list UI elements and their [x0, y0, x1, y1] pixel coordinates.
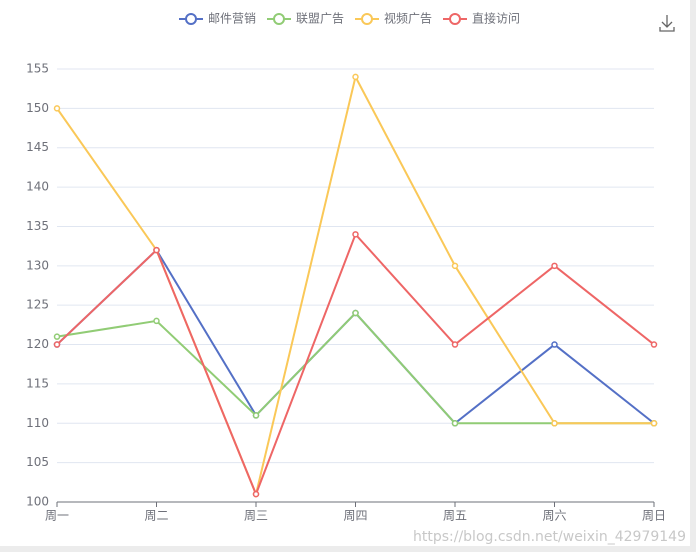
y-tick-label: 125 [26, 298, 49, 312]
y-tick-label: 130 [26, 258, 49, 272]
legend-label: 邮件营销 [208, 12, 256, 26]
edge [690, 0, 696, 552]
y-tick-label: 145 [26, 140, 49, 154]
y-tick-label: 150 [26, 101, 49, 115]
edge [0, 546, 696, 552]
point [650, 420, 658, 427]
watermark: https://blog.csdn.net/weixin_42979149 [413, 529, 686, 545]
point [352, 73, 359, 81]
point [53, 333, 61, 340]
point [53, 105, 61, 112]
legend-marker [361, 13, 373, 25]
point [252, 490, 260, 498]
point [551, 420, 558, 427]
y-tick-label: 110 [26, 416, 49, 430]
point [352, 309, 359, 317]
point [551, 341, 558, 348]
legend-label: 联盟广告 [296, 12, 344, 26]
y-tick-label: 135 [26, 219, 49, 233]
y-tick-label: 140 [26, 180, 49, 194]
y-tick-label: 100 [26, 495, 49, 509]
point [451, 420, 459, 427]
y-tick-label: 105 [26, 455, 49, 469]
legend-marker [273, 13, 285, 25]
x-tick-label: 周四 [343, 509, 367, 523]
point [451, 341, 459, 348]
point [153, 317, 160, 325]
y-tick-label: 120 [26, 337, 49, 351]
point [451, 262, 459, 270]
legend-label: 视频广告 [384, 11, 432, 26]
x-tick-label: 周三 [244, 509, 268, 523]
x-tick-label: 周六 [542, 509, 566, 523]
download-icon[interactable] [659, 15, 675, 32]
legend-label: 直接访问 [472, 11, 520, 26]
x-tick-label: 周五 [443, 509, 467, 523]
x-tick-label: 周二 [144, 509, 168, 523]
point [352, 231, 359, 238]
point [252, 412, 260, 419]
legend-marker [449, 13, 461, 25]
point [551, 262, 558, 270]
point [153, 246, 160, 254]
point [53, 341, 61, 348]
x-tick-label: 周日 [642, 509, 666, 523]
point [650, 341, 658, 348]
y-tick-label: 155 [26, 62, 49, 76]
legend-marker [185, 13, 197, 25]
y-tick-label: 115 [26, 376, 49, 390]
x-tick-label: 周一 [45, 509, 69, 523]
